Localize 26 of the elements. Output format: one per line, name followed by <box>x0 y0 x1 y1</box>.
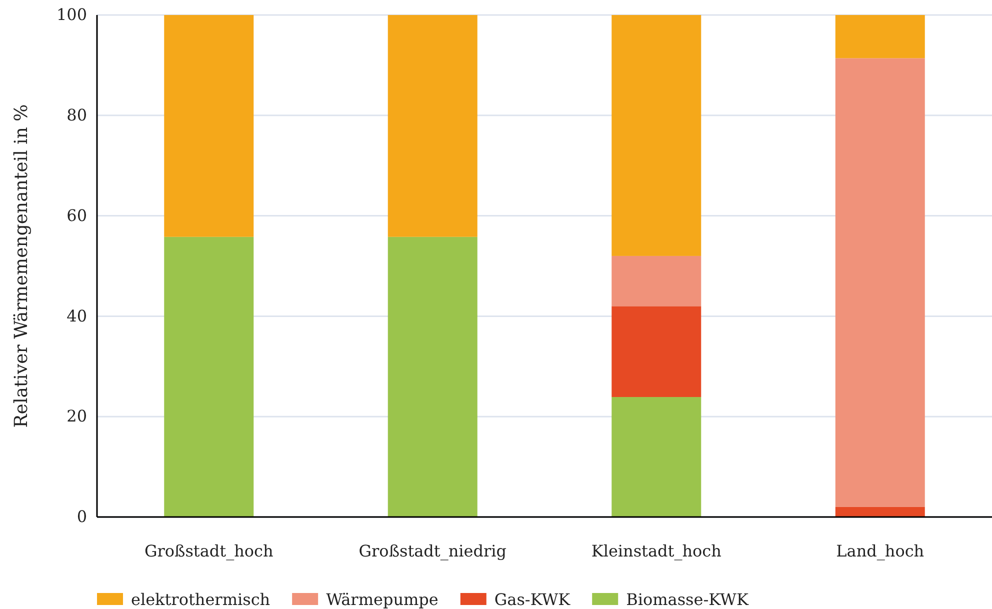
legend-label: elektrothermisch <box>131 590 270 609</box>
bar <box>612 306 702 398</box>
legend-label: Wärmepumpe <box>326 590 438 609</box>
bar <box>164 236 254 517</box>
bar <box>164 15 254 237</box>
y-tick-label: 60 <box>66 206 87 225</box>
y-tick-label: 40 <box>66 306 87 326</box>
bar <box>835 506 925 517</box>
legend-label: Biomasse-KWK <box>626 590 750 609</box>
legend-label: Gas-KWK <box>494 590 572 609</box>
x-tick-label: Großstadt_niedrig <box>358 541 506 560</box>
x-tick-label: Kleinstadt_hoch <box>591 541 722 560</box>
y-tick-label: 100 <box>56 5 87 24</box>
bar <box>388 15 478 237</box>
bar <box>835 15 925 58</box>
x-tick-label: Land_hoch <box>836 541 924 560</box>
bar <box>612 397 702 517</box>
bar <box>835 58 925 507</box>
x-tick-label: Großstadt_hoch <box>144 541 274 560</box>
bar <box>612 256 702 306</box>
y-axis-title: Relativer Wärmemengenanteil in % <box>11 104 32 428</box>
bar <box>612 15 702 256</box>
y-tick-label: 80 <box>66 106 87 125</box>
bar <box>388 236 478 517</box>
y-tick-label: 20 <box>66 406 87 426</box>
y-tick-label: 0 <box>76 507 87 526</box>
